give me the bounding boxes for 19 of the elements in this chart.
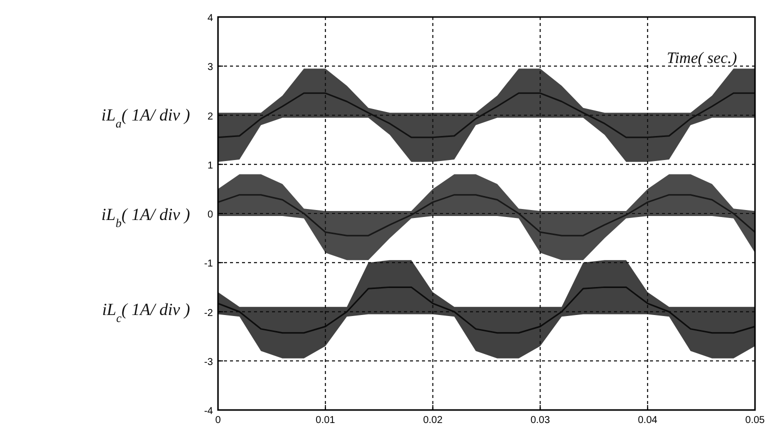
- y-tick-label: -3: [204, 356, 214, 368]
- series-label: iL$_{c}$( 1A/ div ): [102, 300, 190, 326]
- y-tick-label: 0: [207, 210, 214, 220]
- y-tick-label: -1: [204, 258, 214, 270]
- y-tick-label: 2: [207, 111, 214, 122]
- y-tick-label: -4: [204, 406, 214, 417]
- x-tick-label: 0.05: [745, 415, 766, 426]
- x-tick-label: 0: [215, 415, 222, 426]
- y-tick-label: -2: [204, 308, 214, 319]
- series-label: iL$_{a}$( 1A/ div ): [101, 105, 190, 130]
- y-tick-label: 3: [207, 62, 214, 74]
- x-tick-label: 0.03: [530, 415, 550, 426]
- y-tick-label: 1: [207, 160, 214, 172]
- series-label: iL$_{b}$( 1A/ div ): [101, 205, 190, 230]
- y-tick-label: 4: [207, 13, 214, 24]
- x-tick-label: 0.02: [423, 415, 443, 426]
- x-tick-label: 0.04: [638, 415, 658, 426]
- annotation: Time( sec.): [666, 50, 737, 68]
- x-tick-label: 0.01: [316, 415, 336, 426]
